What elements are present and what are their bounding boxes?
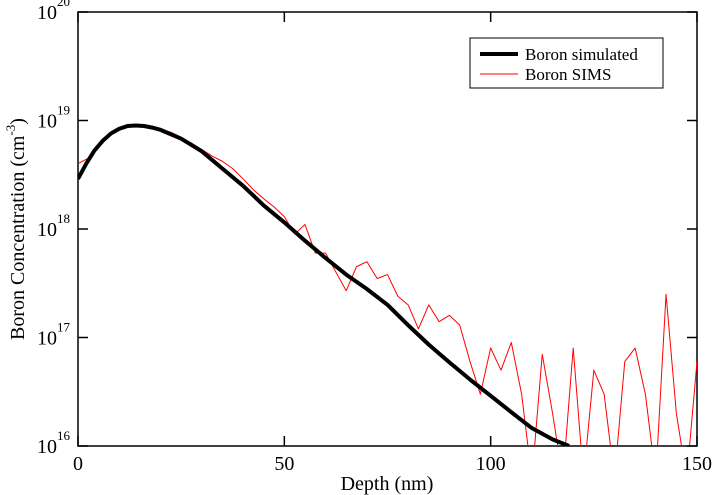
y-tick-label: 1019	[37, 103, 70, 133]
y-tick-label: 1016	[37, 428, 71, 458]
y-tick-label: 1020	[37, 0, 70, 24]
y-axis-label-text: Boron Concentration (cm	[7, 135, 29, 340]
y-tick-base: 10	[37, 111, 57, 133]
y-tick-base: 10	[37, 436, 57, 458]
y-tick-exponent: 16	[57, 428, 71, 443]
legend-box	[469, 37, 664, 89]
x-tick-label: 150	[682, 453, 712, 475]
data-line	[78, 123, 697, 446]
y-axis-label-superscript: -3	[3, 125, 18, 136]
legend-label: Boron simulated	[525, 45, 638, 64]
y-tick-base: 10	[37, 219, 57, 241]
y-tick-exponent: 18	[57, 211, 70, 226]
y-axis-label-suffix: )	[7, 118, 29, 125]
y-axis-label: Boron Concentration (cm-3)	[3, 118, 29, 340]
y-tick-label: 1017	[37, 320, 71, 350]
y-tick-exponent: 19	[57, 103, 70, 118]
x-tick-label: 50	[274, 453, 294, 475]
legend-label: Boron SIMS	[525, 65, 611, 84]
plot-area	[78, 123, 697, 446]
y-tick-exponent: 17	[57, 320, 71, 335]
y-tick-base: 10	[37, 328, 57, 350]
y-tick-exponent: 20	[57, 0, 70, 9]
x-axis-label: Depth (nm)	[341, 473, 434, 495]
y-tick-label: 1018	[37, 211, 70, 241]
data-line	[78, 123, 570, 446]
x-tick-label: 0	[73, 453, 83, 475]
x-tick-label: 100	[476, 453, 506, 475]
y-tick-base: 10	[37, 2, 57, 24]
